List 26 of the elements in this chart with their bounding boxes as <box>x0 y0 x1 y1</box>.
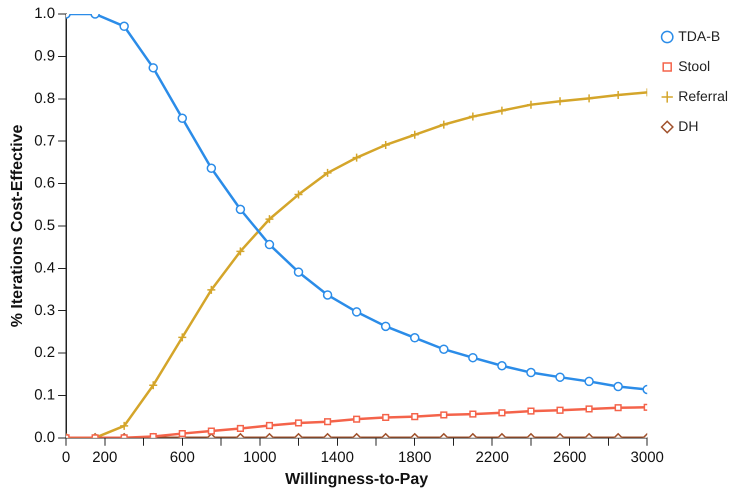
y-tick-label: 0.1 <box>34 386 56 404</box>
y-tick-label: 0.4 <box>34 259 56 276</box>
x-tick-label: 200 <box>92 448 118 466</box>
y-tick-label: 0.8 <box>34 90 56 107</box>
x-tick-label: 1800 <box>398 448 432 466</box>
x-tick-label: 2200 <box>476 448 509 466</box>
legend-label: Stool <box>678 58 710 74</box>
x-tick-label: 0 <box>62 448 70 466</box>
legend-label: Referral <box>678 88 728 104</box>
legend-label: TDA-B <box>678 28 720 44</box>
x-tick-label: 1400 <box>320 448 354 466</box>
x-tick-label: 2600 <box>553 448 586 466</box>
y-axis-title: % Iterations Cost-Effective <box>9 124 26 328</box>
x-axis-title: Willingness-to-Pay <box>285 470 428 488</box>
y-tick-label: 0.5 <box>34 217 56 234</box>
y-tick-label: 0.0 <box>34 428 56 446</box>
y-tick-label: 0.2 <box>34 344 56 362</box>
y-tick-label: 0.7 <box>34 132 56 150</box>
y-tick-label: 1.0 <box>34 5 56 22</box>
y-tick-label: 0.6 <box>34 174 56 192</box>
x-tick-label: 600 <box>170 448 195 466</box>
x-tick-label: 1000 <box>243 448 276 466</box>
legend-label: DH <box>678 118 698 134</box>
y-tick-label: 0.3 <box>34 302 56 319</box>
x-tick-label: 3000 <box>630 448 664 466</box>
y-tick-label: 0.9 <box>34 48 56 65</box>
